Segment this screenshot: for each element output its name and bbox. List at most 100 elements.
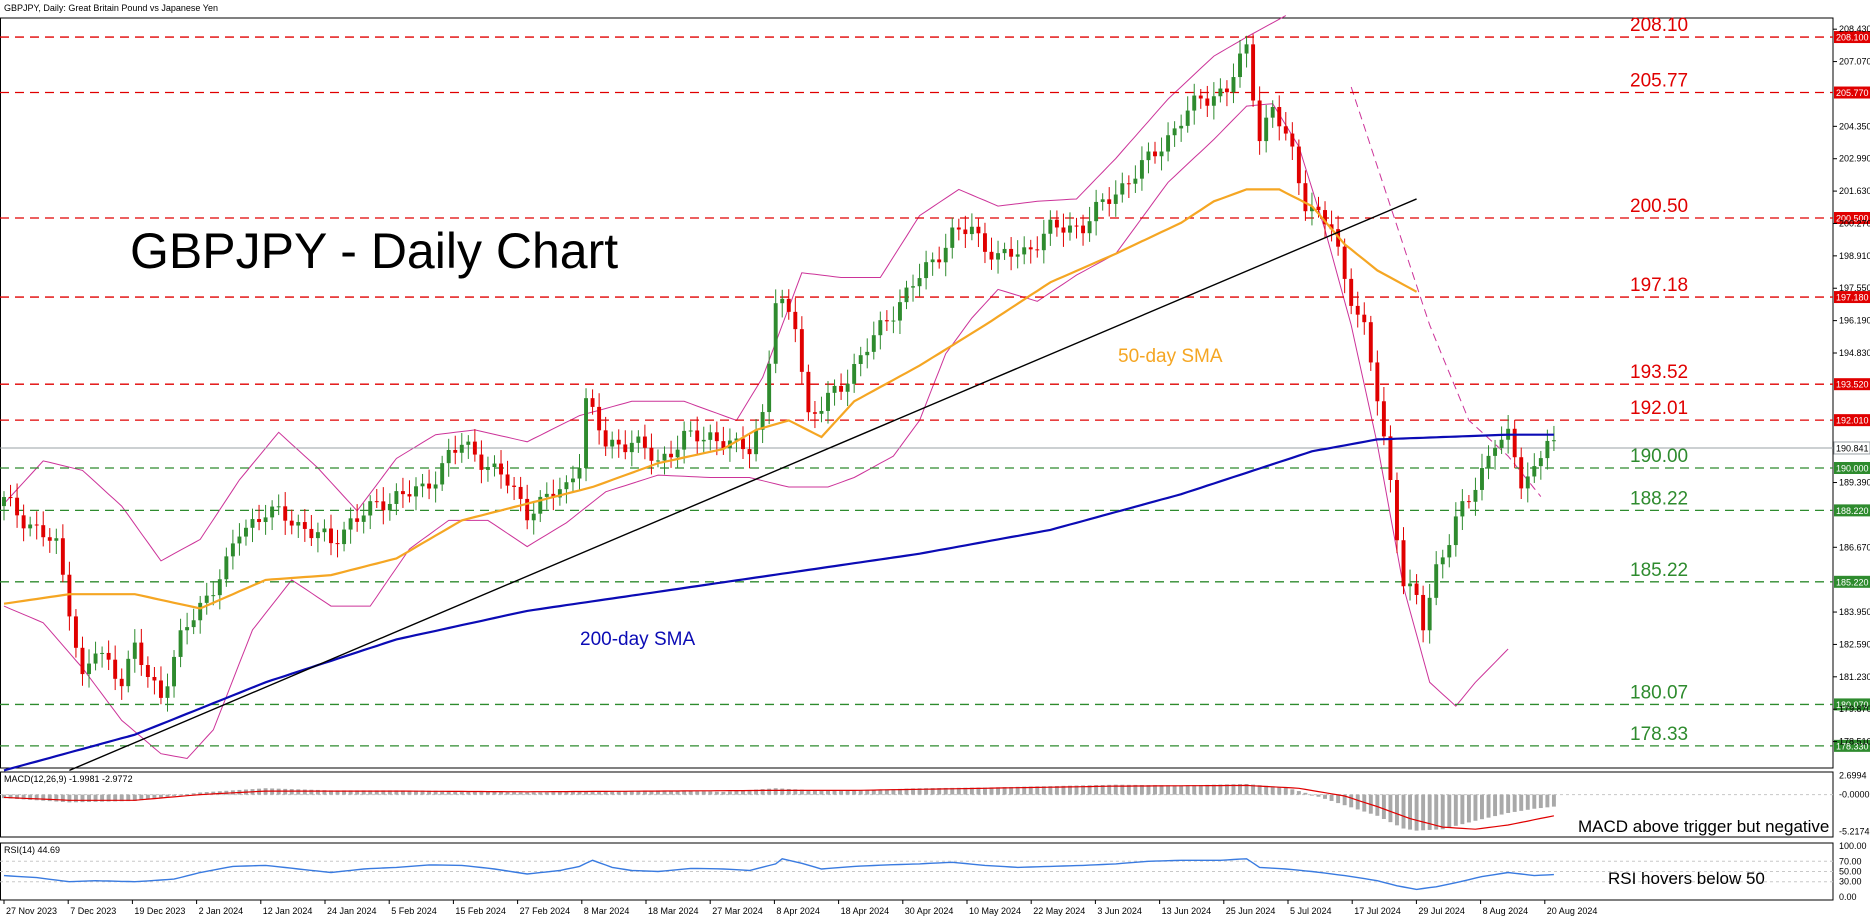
candle-125 [819,396,824,423]
candle-80 [525,484,530,530]
candle-body [629,442,634,453]
candle-52 [342,521,347,552]
x-tick-label-8: 27 Feb 2024 [520,906,571,916]
candle-body [1375,362,1380,402]
candle-118 [773,289,778,374]
candle-35 [230,529,235,570]
candle-221 [1447,534,1452,568]
candle-216 [1414,574,1419,605]
candle-body [943,247,948,263]
candle-body [1525,476,1530,489]
macd-pane-frame [0,771,1834,838]
candle-body [577,468,582,479]
candle-body [989,251,994,260]
candle-179 [1172,121,1177,147]
candle-62 [407,480,412,503]
candle-122 [799,316,804,385]
macd-bar-158 [1035,786,1040,795]
candle-89 [584,388,588,482]
candle-139 [911,274,915,302]
candle-body [355,518,360,522]
x-tick-label-14: 30 Apr 2024 [905,906,954,916]
macd-bar-125 [819,790,824,795]
macd-bar-114 [747,790,752,795]
macd-bar-11 [73,794,78,803]
level-tag-bg-10 [1834,739,1870,752]
candle-body [734,438,739,441]
candle-body [963,229,968,235]
candle-body [741,438,745,450]
candle-226 [1480,453,1484,501]
candle-body [884,320,889,322]
macd-bar-157 [1028,786,1033,795]
macd-bar-180 [1179,785,1184,795]
macd-bar-206 [1349,794,1354,808]
candle-110 [721,426,726,455]
candle-10 [67,561,72,631]
macd-bar-174 [1139,785,1144,795]
macd-bar-7 [47,794,52,802]
candle-223 [1460,489,1465,531]
candle-body [41,525,46,538]
candle-body [682,430,687,450]
candle-133 [871,321,876,360]
candle-body [1224,88,1229,93]
level-label-8: 185.22 [1630,560,1688,581]
candle-187 [1224,80,1229,107]
macd-bar-134 [878,789,883,795]
candle-55 [361,503,366,534]
candle-body [917,278,922,287]
level-tag-bg-3 [1834,291,1870,304]
candle-body [891,320,896,322]
candle-body [1074,225,1079,227]
candle-body [1061,227,1066,233]
candle-220 [1440,549,1445,579]
candle-20 [132,629,137,673]
candle-body [15,497,20,516]
candle-body [1401,540,1406,587]
macd-bar-77 [505,792,510,795]
level-tag-bg-2 [1834,212,1870,224]
macd-bar-88 [577,791,582,795]
macd-bar-178 [1166,785,1171,795]
macd-bar-221 [1447,794,1452,828]
candle-body [570,478,575,483]
candle-body [512,485,517,487]
macd-bar-208 [1362,794,1367,812]
macd-bar-147 [963,787,968,795]
macd-bar-64 [420,790,425,795]
macd-bar-154 [1009,786,1014,795]
macd-bar-58 [381,790,386,795]
level-tag-0: 208.100 [1836,33,1869,43]
candle-body [302,522,307,529]
y-tick-label-8: 197.550 [1839,283,1870,293]
candle-214 [1401,527,1406,595]
x-tick-label-3: 2 Jan 2024 [199,906,244,916]
candle-body [1251,44,1256,101]
level-tag-1: 205.770 [1836,88,1869,98]
macd-bar-93 [610,791,615,795]
candle-207 [1355,291,1360,328]
candle-body [930,259,935,263]
candle-76 [499,450,503,489]
candle-body [976,226,981,234]
candle-161 [1054,210,1059,237]
macd-bar-0 [2,794,6,799]
candle-200 [1309,192,1314,226]
macd-bar-86 [564,792,569,795]
candle-47 [309,514,314,546]
sma50-line [3,188,1418,610]
candle-192 [1257,86,1262,155]
candle-170 [1113,180,1118,217]
candle-body [1198,95,1203,99]
macd-bar-121 [793,789,798,795]
macd-bar-130 [852,790,857,795]
candle-body [1054,219,1059,228]
candle-body [139,642,144,666]
candle-99 [649,433,654,475]
candle-body [433,484,438,489]
x-tick-label-19: 25 Jun 2024 [1226,906,1276,916]
candle-body [427,483,432,489]
candle-42 [276,494,281,516]
candle-body [871,335,876,352]
